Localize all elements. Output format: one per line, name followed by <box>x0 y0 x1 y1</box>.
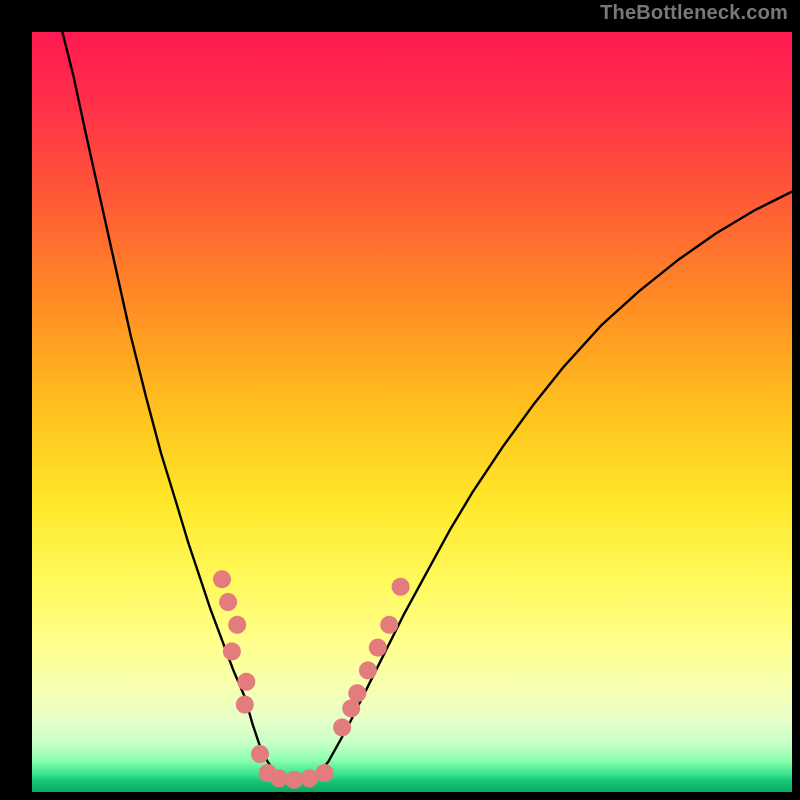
marker-point <box>236 696 254 714</box>
marker-point <box>333 718 351 736</box>
marker-point <box>228 616 246 634</box>
marker-point <box>219 593 237 611</box>
marker-point <box>316 764 334 782</box>
gradient-background <box>32 32 792 792</box>
watermark-text: TheBottleneck.com <box>600 2 788 25</box>
marker-point <box>270 769 288 787</box>
chart-svg <box>32 32 792 792</box>
marker-point <box>251 745 269 763</box>
marker-point <box>369 639 387 657</box>
marker-point <box>285 771 303 789</box>
marker-point <box>237 673 255 691</box>
marker-point <box>392 578 410 596</box>
marker-point <box>348 684 366 702</box>
marker-point <box>213 570 231 588</box>
marker-point <box>380 616 398 634</box>
marker-point <box>223 642 241 660</box>
marker-point <box>359 661 377 679</box>
plot-area <box>32 32 792 792</box>
chart-frame: TheBottleneck.com <box>0 0 800 800</box>
